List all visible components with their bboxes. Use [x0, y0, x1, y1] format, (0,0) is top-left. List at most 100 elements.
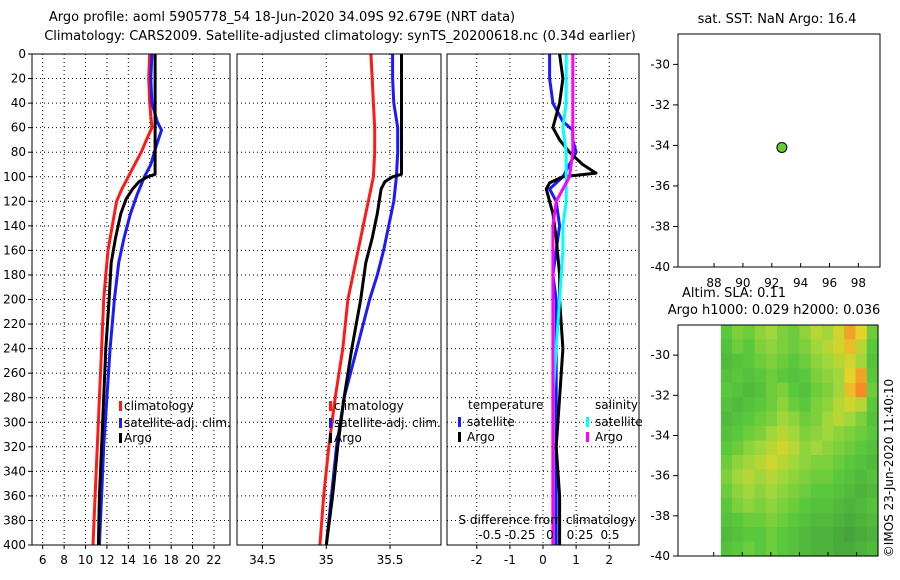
heatmap-cell [743, 454, 756, 470]
heatmap-cell [732, 382, 744, 398]
heatmap-cell [833, 382, 845, 398]
heatmap-cell [754, 440, 767, 456]
heatmap-cell [732, 541, 744, 557]
heatmap-cell [833, 469, 845, 485]
heatmap-cell [720, 426, 733, 442]
series-line-argo [96, 54, 157, 546]
x-tick-label: 6 [39, 553, 47, 567]
heatmap-cell [855, 469, 868, 485]
y-tick-label: 400 [3, 538, 26, 552]
heatmap-cell [765, 397, 778, 413]
heatmap-cell [788, 527, 801, 543]
y-tick-label: 360 [3, 489, 26, 503]
heatmap-cell [821, 325, 834, 341]
x-tick-label: 34.5 [249, 553, 276, 567]
heatmap-cell [765, 469, 778, 485]
heatmap-cell [732, 368, 744, 384]
x-tick-label: 35.5 [377, 553, 404, 567]
legend-label: satellite [467, 415, 515, 429]
heatmap-cell [776, 397, 789, 413]
inner-tick-label: 0.5 [600, 528, 619, 542]
heatmap-cell [788, 454, 801, 470]
heatmap-cell [754, 397, 767, 413]
heatmap-cell [844, 527, 857, 543]
heatmap-cell [799, 469, 812, 485]
heatmap-cell [833, 325, 845, 341]
heatmap-cell [833, 397, 845, 413]
heatmap-cell [754, 353, 767, 369]
series-line-salinity-argo [551, 54, 575, 545]
temperature-profile-panel: 6 8 10 12 14 16 18 20 22020406080100120140160180… [3, 47, 231, 567]
heatmap-cell [844, 541, 857, 557]
heatmap-cell [788, 368, 801, 384]
heatmap-cell [720, 325, 733, 341]
heatmap-cell [776, 382, 789, 398]
x-tick-label: 96 [822, 276, 837, 290]
heatmap-cell [833, 368, 845, 384]
heatmap-cell [844, 325, 857, 341]
inner-tick-label: 0.25 [567, 528, 594, 542]
y-tick-label: -38 [650, 509, 670, 523]
heatmap-cell [810, 498, 823, 514]
heatmap-cell [720, 353, 733, 369]
heatmap-cell [844, 512, 857, 528]
heatmap-cell [788, 541, 801, 557]
sla-panel-title-line2: Argo h1000: 0.029 h2000: 0.036 [668, 303, 881, 318]
heatmap-cell [810, 454, 823, 470]
axes-frame [236, 53, 442, 546]
legend-label: satellite-adj. clim. [124, 416, 231, 430]
y-tick-label: 320 [3, 440, 26, 454]
legend-label: Argo [124, 431, 152, 445]
heatmap-cell [799, 339, 812, 355]
heatmap-cell [866, 397, 879, 413]
heatmap-cell [821, 353, 834, 369]
heatmap-cell [833, 483, 845, 499]
heatmap-cell [821, 483, 834, 499]
heatmap-cell [821, 541, 834, 557]
legend-swatch [329, 401, 332, 411]
heatmap-cell [855, 368, 868, 384]
heatmap-cell [833, 411, 845, 427]
inner-tick-label: -0.25 [504, 528, 535, 542]
y-tick-label: -34 [650, 428, 670, 442]
heatmap-cell [754, 382, 767, 398]
heatmap-cell [821, 426, 834, 442]
heatmap-cell [788, 483, 801, 499]
heatmap-cell [732, 426, 744, 442]
legend-label: Argo [595, 430, 623, 444]
heatmap-cell [844, 454, 857, 470]
y-tick-label: 80 [11, 145, 26, 159]
heatmap-cell [855, 426, 868, 442]
heatmap-cell [732, 411, 744, 427]
heatmap-cell [732, 353, 744, 369]
heatmap-cell [754, 483, 767, 499]
heatmap-cell [720, 397, 733, 413]
heatmap-cell [720, 382, 733, 398]
heatmap-cell [743, 483, 756, 499]
heatmap-cell [743, 411, 756, 427]
y-tick-label: -32 [650, 388, 670, 402]
heatmap-cell [732, 498, 744, 514]
legend-group-title: salinity [595, 398, 638, 412]
legend-label: satellite-adj. clim. [334, 416, 441, 430]
heatmap-cell [776, 527, 789, 543]
y-tick-label: -30 [650, 348, 670, 362]
heatmap-cell [799, 411, 812, 427]
heatmap-cell [866, 512, 879, 528]
x-tick-label: 14 [121, 553, 136, 567]
heatmap-cell [788, 512, 801, 528]
heatmap-cell [776, 325, 789, 341]
legend-swatch [458, 417, 461, 427]
heatmap-cell [765, 541, 778, 557]
heatmap-cell [866, 411, 879, 427]
heatmap-cell [833, 527, 845, 543]
heatmap-cell [810, 397, 823, 413]
heatmap-cell [743, 440, 756, 456]
heatmap-cell [833, 440, 845, 456]
y-tick-label: 120 [3, 194, 26, 208]
heatmap-cell [810, 368, 823, 384]
heatmap-cell [776, 411, 789, 427]
heatmap-cell [866, 325, 879, 341]
heatmap-cell [788, 440, 801, 456]
heatmap-cell [866, 382, 879, 398]
